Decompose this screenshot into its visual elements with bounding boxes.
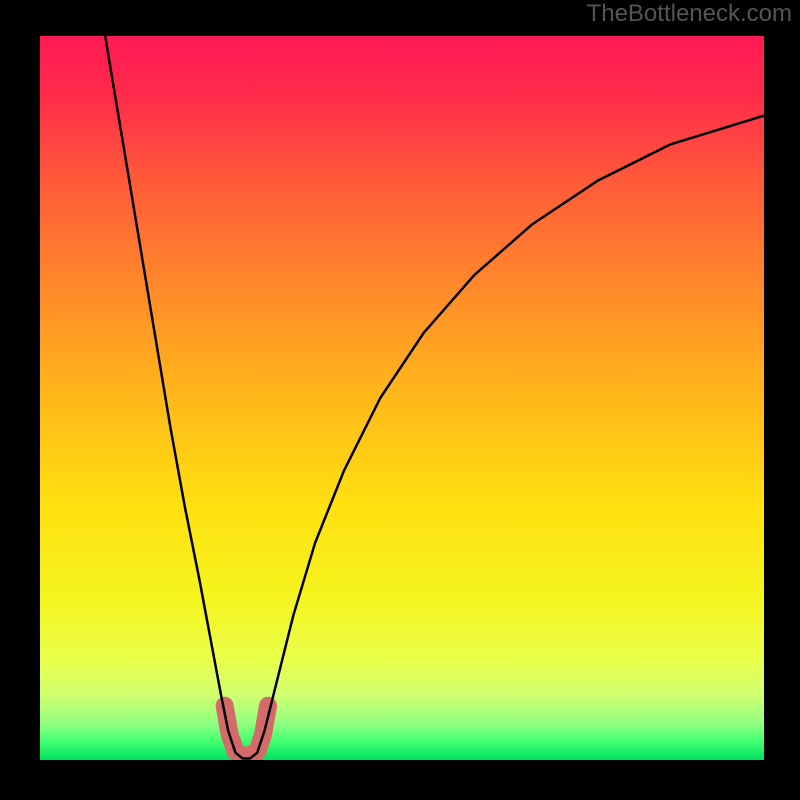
chart-stage: TheBottleneck.com	[0, 0, 800, 800]
watermark-text: TheBottleneck.com	[587, 0, 792, 28]
plot-background	[40, 36, 764, 760]
bottleneck-chart	[0, 0, 800, 800]
